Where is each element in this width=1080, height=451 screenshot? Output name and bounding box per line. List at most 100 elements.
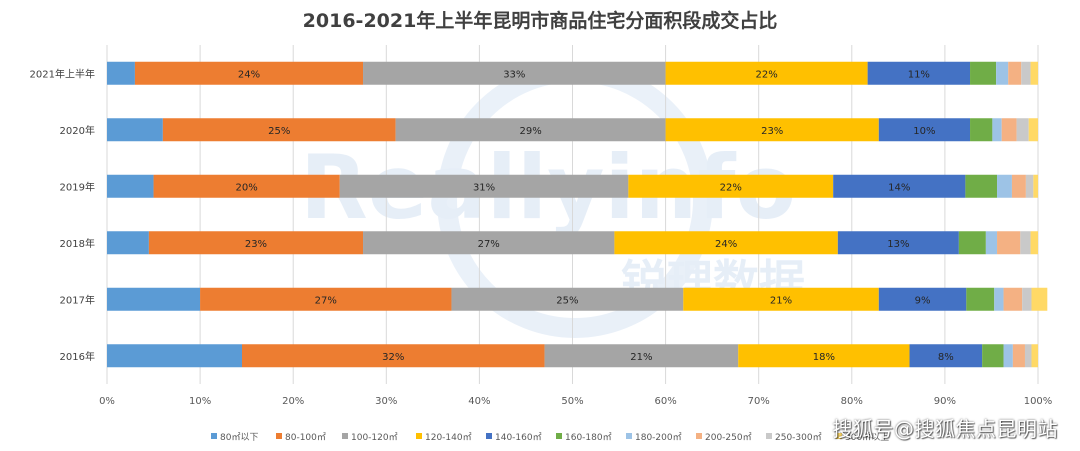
bar-segment: [544, 344, 739, 368]
category-label: 2017年: [60, 293, 95, 306]
bar-segment: [683, 287, 879, 311]
data-label: 32%: [382, 352, 404, 363]
bar-segment: [107, 174, 154, 198]
data-label: 25%: [556, 295, 578, 306]
bar-segment: [1030, 61, 1038, 85]
bar-segment: [958, 231, 986, 255]
legend-swatch: [486, 433, 492, 439]
bar-segment: [738, 344, 910, 368]
bar-segment: [363, 231, 615, 255]
legend: 80㎡以下 80-100㎡ 100-120㎡ 120-140㎡ 140-160㎡ 160-…: [211, 432, 889, 443]
legend-swatch: [211, 433, 217, 439]
bar-segment: [1022, 287, 1032, 311]
bar-segment: [241, 344, 545, 368]
bar-segment: [1025, 174, 1034, 198]
x-tick-label: 90%: [934, 396, 956, 407]
data-label: 22%: [720, 182, 742, 193]
legend-label: 80-100㎡: [285, 432, 326, 443]
data-label: 24%: [715, 239, 737, 250]
bar-segment: [965, 174, 998, 198]
bar-segment: [833, 174, 966, 198]
legend-swatch: [696, 433, 702, 439]
bar-segment: [1020, 231, 1031, 255]
bar-segment: [1011, 174, 1026, 198]
x-tick-label: 60%: [654, 396, 676, 407]
legend-swatch: [836, 433, 842, 439]
data-label: 13%: [887, 239, 909, 250]
x-tick-label: 40%: [468, 396, 490, 407]
data-labels: 24% 33% 22% 11% 25% 29% 23% 10% 20% 31% 22% 14% 23% 2…: [236, 69, 954, 363]
x-tick-label: 0%: [99, 396, 115, 407]
bar-segment: [966, 287, 995, 311]
x-tick-label: 50%: [561, 396, 583, 407]
bar-segment: [909, 344, 983, 368]
bar-segment: [1003, 287, 1023, 311]
bar-segment: [628, 174, 834, 198]
legend-label: 80㎡以下: [220, 432, 258, 443]
bar-segment: [1030, 231, 1038, 255]
bar-segment: [614, 231, 838, 255]
x-tick-label: 10%: [189, 396, 211, 407]
bar-segment: [996, 61, 1009, 85]
bar-segment: [997, 231, 1021, 255]
data-label: 29%: [519, 126, 541, 137]
bar-segment: [837, 231, 959, 255]
value-axis: 0% 10% 20% 30% 40% 50% 60% 70% 80% 90% 100%: [99, 396, 1052, 407]
legend-swatch: [342, 433, 348, 439]
data-label: 20%: [236, 182, 258, 193]
bar-segment: [1024, 344, 1032, 368]
bar-segment: [363, 61, 666, 85]
category-axis: 2021年上半年 2020年 2019年 2018年 2017年 2016年: [30, 67, 95, 363]
bar-segment: [970, 61, 997, 85]
bar-segment: [665, 61, 868, 85]
bar-segment: [1031, 287, 1048, 311]
data-label: 21%: [630, 352, 652, 363]
data-label: 21%: [770, 295, 792, 306]
bar-segment: [878, 287, 967, 311]
data-label: 9%: [915, 295, 931, 306]
x-tick-label: 30%: [375, 396, 397, 407]
legend-swatch: [276, 433, 282, 439]
bar-segment: [107, 231, 149, 255]
bar-segment: [1012, 344, 1025, 368]
bar-segment: [1028, 118, 1038, 142]
legend-label: 200-250㎡: [705, 432, 752, 443]
bar-segment: [1033, 174, 1038, 198]
bar-segment: [992, 118, 1002, 142]
legend-label: 160-180㎡: [565, 432, 612, 443]
data-label: 27%: [315, 295, 337, 306]
bar-segment: [107, 344, 242, 368]
legend-label: 180-200㎡: [635, 432, 682, 443]
data-label: 27%: [478, 239, 500, 250]
legend-swatch: [416, 433, 422, 439]
category-label: 2019年: [60, 180, 95, 193]
legend-label: 140-160㎡: [495, 432, 542, 443]
data-label: 33%: [503, 69, 525, 80]
data-label: 25%: [268, 126, 290, 137]
data-label: 22%: [755, 69, 777, 80]
bar-segment: [200, 287, 452, 311]
bar-segment: [970, 118, 993, 142]
legend-label: 100-120㎡: [351, 432, 398, 443]
bar-segment: [1021, 61, 1031, 85]
category-label: 2021年上半年: [30, 67, 95, 80]
bar-segment: [1008, 61, 1022, 85]
data-label: 11%: [908, 69, 930, 80]
data-label: 14%: [888, 182, 910, 193]
bar-segment: [1031, 344, 1038, 368]
bar-segment: [451, 287, 684, 311]
category-label: 2020年: [60, 124, 95, 137]
bar-segment: [153, 174, 340, 198]
bar-segment: [878, 118, 971, 142]
x-tick-label: 80%: [841, 396, 863, 407]
chart-title: 2016-2021年上半年昆明市商品住宅分面积段成交占比: [303, 9, 778, 32]
data-label: 18%: [813, 352, 835, 363]
legend-swatch: [626, 433, 632, 439]
legend-label: 250-300㎡: [775, 432, 822, 443]
bar-segment: [107, 118, 163, 142]
legend-label: 120-140㎡: [425, 432, 472, 443]
bar-segment: [1001, 118, 1017, 142]
bar-segment: [162, 118, 396, 142]
grid-lines: [106, 45, 1039, 384]
bar-series: [107, 61, 1048, 368]
